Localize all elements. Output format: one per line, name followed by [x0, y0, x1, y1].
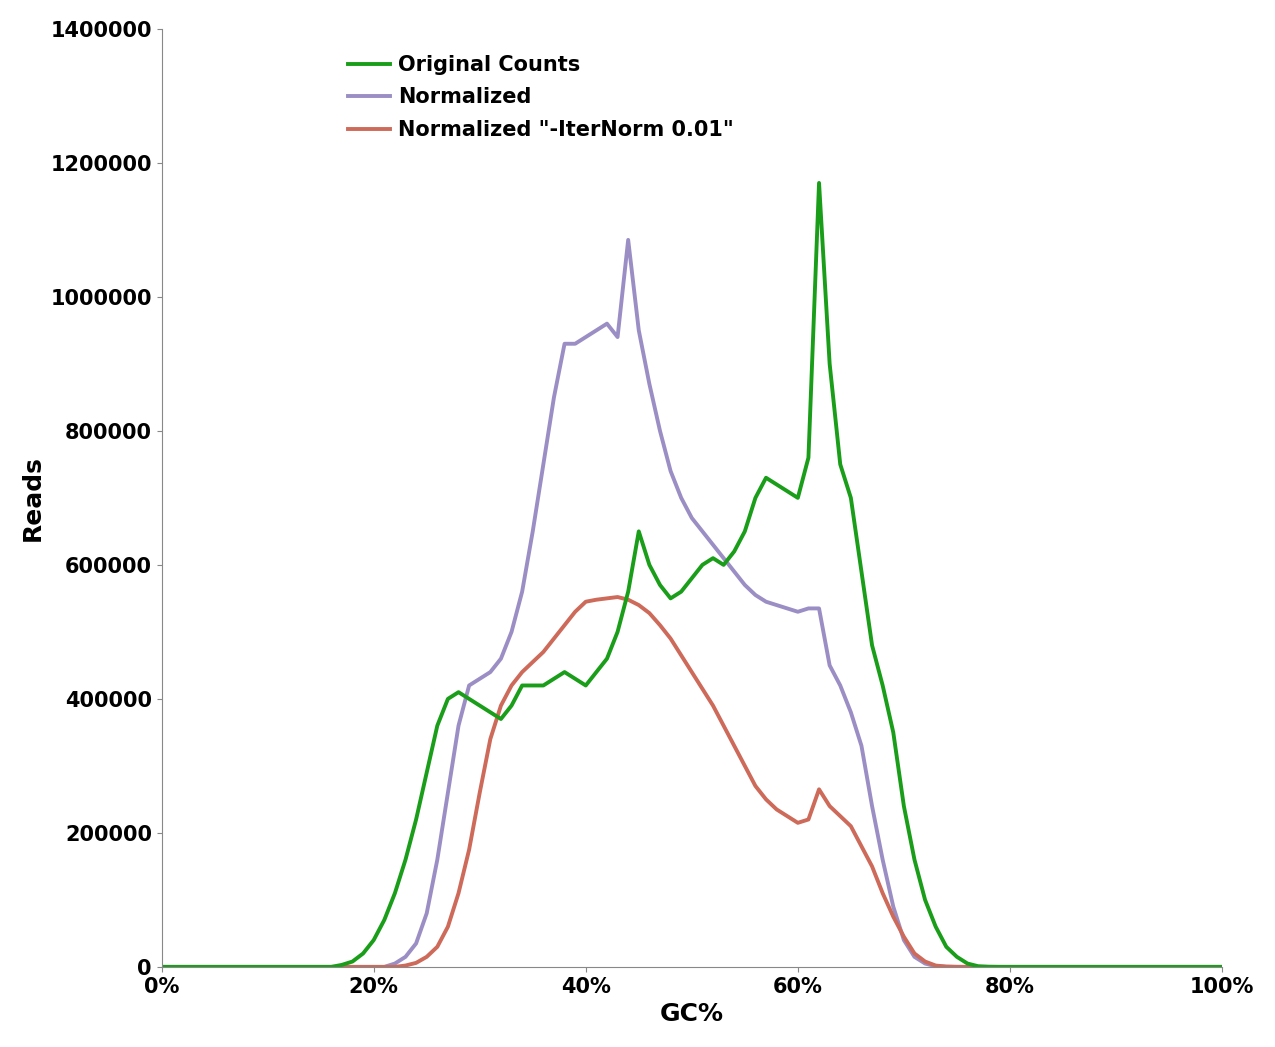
- Original Counts: [907, 853, 922, 866]
- Normalized: [1214, 960, 1229, 973]
- Original Counts: [811, 177, 826, 190]
- Original Counts: [960, 957, 975, 970]
- Normalized "-IterNorm 0.01": [228, 960, 244, 973]
- Normalized "-IterNorm 0.01": [154, 960, 170, 973]
- Normalized "-IterNorm 0.01": [960, 960, 975, 973]
- Line: Original Counts: Original Counts: [162, 183, 1221, 966]
- X-axis label: GC%: GC%: [659, 1002, 724, 1026]
- Normalized "-IterNorm 0.01": [1214, 960, 1229, 973]
- Normalized: [228, 960, 244, 973]
- Normalized "-IterNorm 0.01": [653, 619, 668, 631]
- Legend: Original Counts, Normalized, Normalized "-IterNorm 0.01": Original Counts, Normalized, Normalized …: [342, 48, 740, 147]
- Normalized "-IterNorm 0.01": [907, 948, 922, 960]
- Normalized: [907, 951, 922, 963]
- Original Counts: [154, 960, 170, 973]
- Original Counts: [1214, 960, 1229, 973]
- Normalized: [653, 425, 668, 438]
- Normalized: [154, 960, 170, 973]
- Normalized "-IterNorm 0.01": [801, 814, 816, 826]
- Normalized: [621, 233, 636, 246]
- Normalized: [960, 960, 975, 973]
- Normalized "-IterNorm 0.01": [419, 951, 435, 963]
- Original Counts: [419, 766, 435, 779]
- Normalized: [419, 907, 435, 919]
- Normalized: [801, 602, 816, 615]
- Y-axis label: Reads: Reads: [20, 455, 45, 541]
- Original Counts: [228, 960, 244, 973]
- Original Counts: [790, 492, 806, 505]
- Line: Normalized: Normalized: [162, 240, 1221, 966]
- Original Counts: [641, 559, 657, 572]
- Normalized "-IterNorm 0.01": [609, 591, 625, 603]
- Line: Normalized "-IterNorm 0.01": Normalized "-IterNorm 0.01": [162, 597, 1221, 966]
